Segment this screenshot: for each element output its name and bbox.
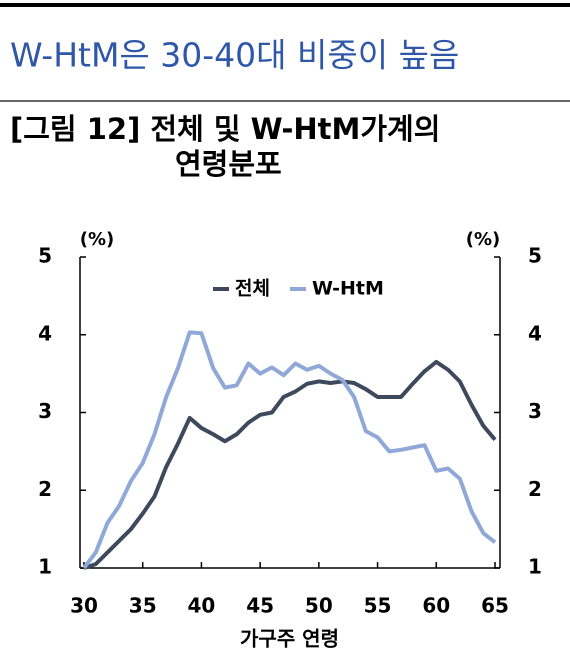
series-line <box>83 359 497 570</box>
y-tick-label: 2 <box>38 477 52 501</box>
x-tick-label: 35 <box>129 594 157 618</box>
legend-label: W-HtM <box>312 278 384 300</box>
x-label: 가구주 연령 <box>240 627 339 651</box>
y2-tick-label: 2 <box>528 477 542 501</box>
y-tick-label: 5 <box>38 244 52 268</box>
y-tick-label: 4 <box>38 321 52 345</box>
y2-tick-label: 3 <box>528 399 542 423</box>
series-line <box>82 330 497 570</box>
x-tick-label: 65 <box>481 594 509 618</box>
x-tick-label: 60 <box>422 594 450 618</box>
y-tick-label: 1 <box>38 555 52 579</box>
y2-tick-label: 4 <box>528 321 542 345</box>
legend-label: 전체 <box>235 278 270 300</box>
x-tick-label: 50 <box>305 594 333 618</box>
y-tick-label: 3 <box>38 399 52 423</box>
figure-title: [그림 12] 전체 및 W-HtM가계의 <box>10 112 440 146</box>
x-tick-label: 30 <box>70 594 98 618</box>
y-unit: (%) <box>80 229 115 250</box>
x-tick-label: 55 <box>364 594 392 618</box>
y2-unit: (%) <box>466 229 501 250</box>
figure-title: 연령분포 <box>175 147 282 181</box>
x-tick-label: 45 <box>246 594 274 618</box>
y2-tick-label: 1 <box>528 555 542 579</box>
y2-tick-label: 5 <box>528 244 542 268</box>
header-title: W-HtM은 30-40대 비중이 높음 <box>10 36 459 75</box>
x-tick-label: 40 <box>188 594 216 618</box>
